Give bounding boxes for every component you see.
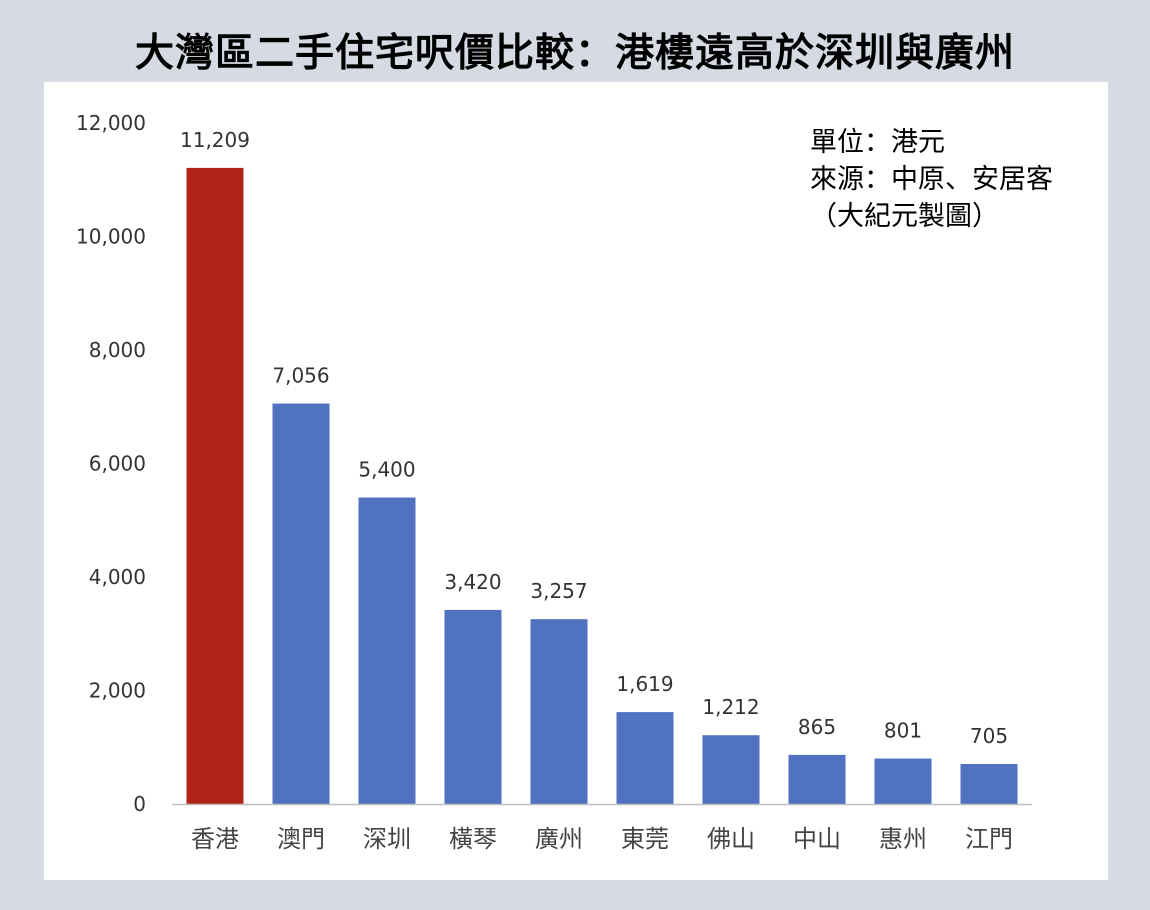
- bar-6: [702, 735, 760, 804]
- chart-title: 大灣區二手住宅呎價比較：港樓遠高於深圳與廣州: [134, 31, 1015, 76]
- chart-notes: 單位：港元 來源：中原、安居客 （大紀元製圖）: [810, 124, 1053, 235]
- x-tick-label: 廣州: [535, 825, 583, 853]
- data-label: 705: [970, 724, 1008, 748]
- x-tick-label: 深圳: [363, 825, 411, 853]
- x-tick-label: 江門: [965, 825, 1013, 853]
- y-tick-label: 0: [133, 792, 146, 816]
- data-label: 3,257: [530, 579, 587, 603]
- x-tick-label: 惠州: [879, 825, 927, 853]
- y-tick-label: 10,000: [76, 225, 146, 249]
- source-note: 來源：中原、安居客: [810, 164, 1053, 195]
- y-tick-label: 4,000: [89, 565, 146, 589]
- data-label: 5,400: [358, 458, 415, 482]
- y-tick-label: 12,000: [76, 111, 146, 135]
- data-label: 865: [798, 715, 836, 739]
- x-tick-label: 中山: [793, 825, 841, 853]
- unit-note: 單位：港元: [810, 127, 945, 158]
- bar-7: [788, 754, 846, 804]
- y-axis: 0 2,000 4,000 6,000 8,000 10,000 12,000: [76, 111, 146, 816]
- y-tick-label: 8,000: [89, 338, 146, 362]
- x-tick-label: 香港: [191, 825, 239, 853]
- data-label: 1,212: [702, 695, 759, 719]
- y-tick-label: 2,000: [89, 679, 146, 703]
- data-label: 11,209: [180, 128, 250, 152]
- data-label: 801: [884, 719, 922, 743]
- bar-8: [874, 758, 932, 804]
- bar-3: [444, 609, 502, 804]
- bar-4: [530, 619, 588, 804]
- x-tick-label: 橫琴: [449, 825, 497, 853]
- bar-0: [186, 167, 244, 804]
- chart-panel: 0 2,000 4,000 6,000 8,000 10,000 12,000 11,209…: [44, 82, 1108, 880]
- data-label: 7,056: [272, 364, 329, 388]
- x-tick-label: 東莞: [621, 825, 669, 853]
- data-label: 3,420: [444, 570, 501, 594]
- maker-note: （大紀元製圖）: [810, 201, 999, 232]
- value-labels: 11,209 7,056 5,400 3,420 3,257 1,619 1,212 865 8…: [180, 128, 1008, 748]
- bars: [186, 167, 1018, 804]
- x-tick-label: 佛山: [707, 825, 755, 853]
- bar-1: [272, 403, 330, 804]
- y-tick-label: 6,000: [89, 452, 146, 476]
- bar-5: [616, 712, 674, 804]
- x-tick-label: 澳門: [277, 825, 325, 853]
- data-label: 1,619: [616, 672, 673, 696]
- bar-chart: 0 2,000 4,000 6,000 8,000 10,000 12,000 11,209…: [76, 111, 1032, 853]
- x-axis: 香港 澳門 深圳 橫琴 廣州 東莞 佛山 中山 惠州 江門: [172, 803, 1032, 853]
- bar-9: [960, 763, 1018, 804]
- bar-2: [358, 497, 416, 804]
